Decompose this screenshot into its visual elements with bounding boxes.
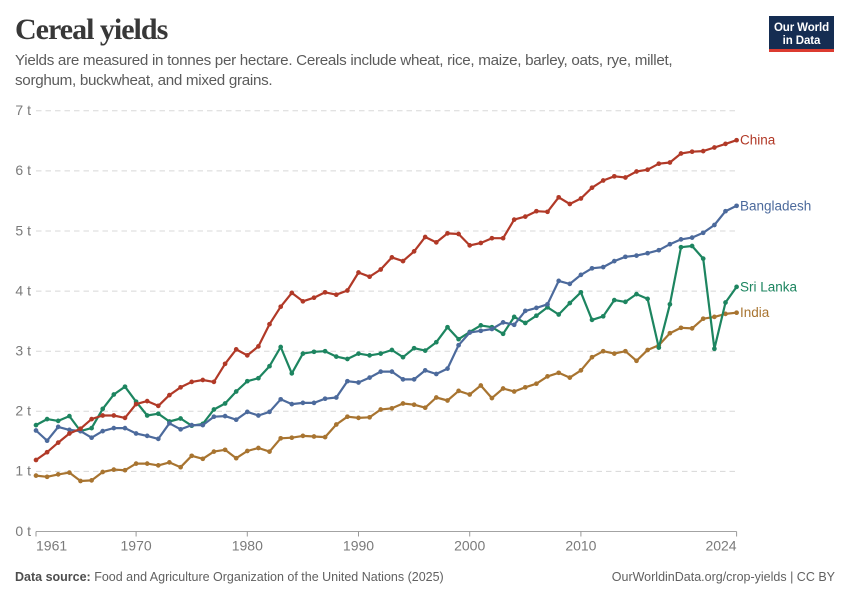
svg-text:0 t: 0 t — [15, 523, 31, 539]
svg-text:1 t: 1 t — [15, 463, 31, 479]
svg-text:1961: 1961 — [36, 538, 67, 554]
svg-text:2010: 2010 — [565, 538, 596, 554]
svg-text:1980: 1980 — [232, 538, 263, 554]
svg-text:Bangladesh: Bangladesh — [740, 198, 811, 213]
svg-text:Sri Lanka: Sri Lanka — [740, 279, 798, 294]
svg-text:3 t: 3 t — [15, 343, 31, 359]
svg-text:2024: 2024 — [705, 538, 736, 554]
svg-text:1990: 1990 — [343, 538, 374, 554]
svg-text:5 t: 5 t — [15, 222, 31, 238]
svg-text:China: China — [740, 133, 776, 148]
svg-text:India: India — [740, 305, 770, 320]
svg-text:2000: 2000 — [454, 538, 485, 554]
svg-text:7 t: 7 t — [15, 102, 31, 118]
svg-text:2 t: 2 t — [15, 403, 31, 419]
svg-text:4 t: 4 t — [15, 282, 31, 298]
svg-text:6 t: 6 t — [15, 162, 31, 178]
svg-text:1970: 1970 — [121, 538, 152, 554]
